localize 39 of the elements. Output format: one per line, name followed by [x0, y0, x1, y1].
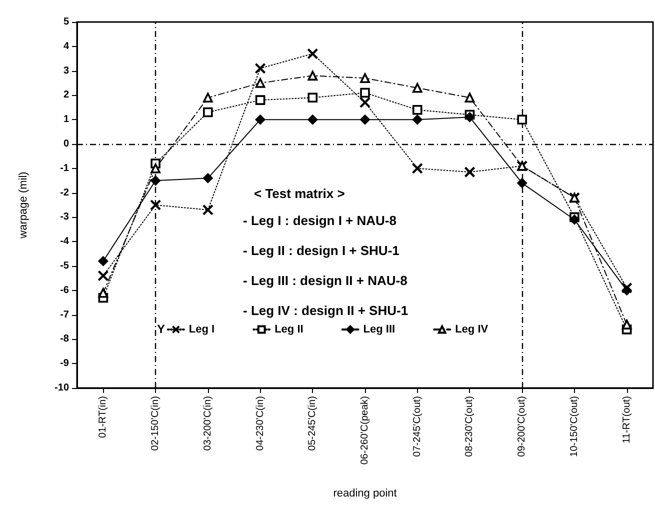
- y-tick-label: 5: [63, 16, 70, 28]
- y-tick-label: -3: [60, 212, 70, 223]
- x-tick-label: 04-230'C(in): [254, 396, 266, 451]
- annotation: - Leg I : design I + NAU-8: [243, 213, 396, 228]
- legend-label: Leg IV: [455, 324, 489, 336]
- y-tick-label: -8: [60, 334, 70, 345]
- x-tick-label: 06-260'C(peak): [360, 396, 370, 465]
- y-tick-label: 1: [63, 114, 70, 126]
- annotation: Y: [157, 322, 166, 336]
- legend-label: Leg III: [363, 324, 396, 336]
- x-tick-label: 02-150'C(in): [150, 396, 162, 451]
- x-tick-label: 08-230'C(out): [464, 396, 476, 457]
- y-tick-label: -10: [54, 382, 70, 394]
- annotation: - Leg IV : design II + SHU-1: [243, 303, 408, 318]
- legend-label: Leg I: [188, 324, 215, 336]
- x-tick-label: 03-200'C(in): [202, 396, 214, 451]
- annotation: - Leg III : design II + NAU-8: [243, 273, 408, 288]
- y-tick-label: -5: [60, 260, 70, 272]
- x-tick-label: 10-150'C(out): [568, 396, 580, 457]
- y-tick-label: 2: [63, 90, 70, 101]
- y-tick-label: 4: [63, 40, 70, 52]
- x-axis-title: reading point: [333, 488, 397, 500]
- y-tick-label: -6: [60, 284, 70, 296]
- legend-label: Leg II: [274, 324, 304, 336]
- y-tick-label: 3: [63, 65, 70, 76]
- y-tick-label: -9: [60, 358, 70, 370]
- y-axis-title: warpage (mil): [18, 172, 30, 240]
- y-tick-label: -4: [60, 236, 70, 248]
- x-tick-label: 01-RT(in): [98, 396, 109, 438]
- y-tick-label: -1: [60, 162, 70, 174]
- y-tick-label: -7: [60, 309, 70, 320]
- x-tick-label: 05-245'C(in): [307, 396, 318, 451]
- x-tick-label: 07-245'C(out): [412, 396, 423, 457]
- annotation: < Test matrix >: [254, 186, 346, 201]
- x-tick-label: 09-200'C(out): [516, 396, 528, 457]
- x-tick-label: 11-RT(out): [621, 396, 632, 444]
- annotation: - Leg II : design I + SHU-1: [243, 243, 400, 258]
- y-tick-label: -2: [60, 187, 70, 198]
- y-tick-label: 0: [63, 138, 70, 150]
